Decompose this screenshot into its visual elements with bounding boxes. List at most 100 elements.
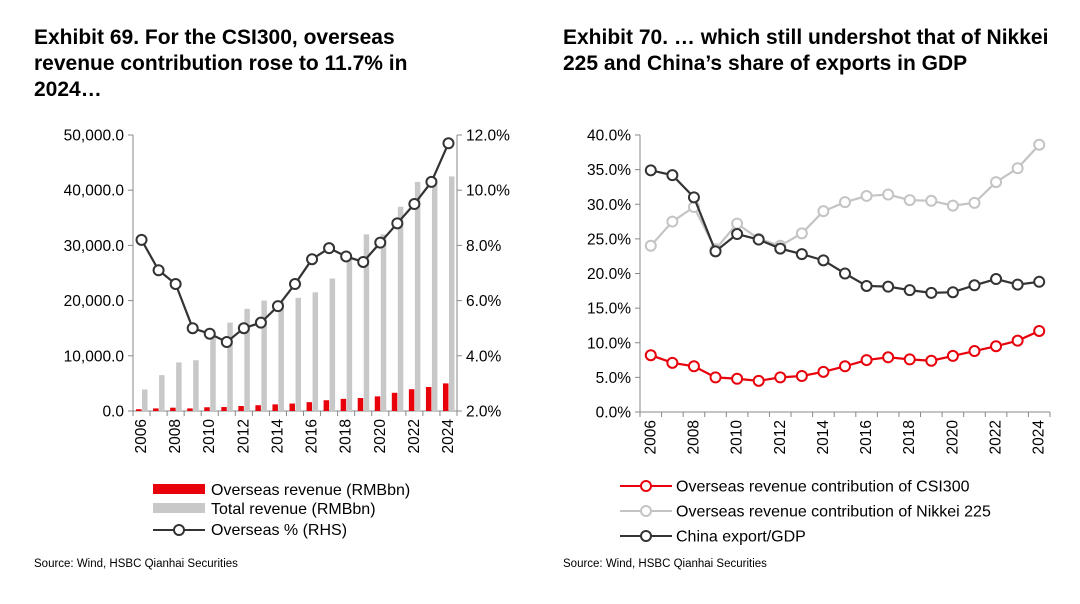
x-tick-label: 2018: [901, 420, 918, 454]
nikkei225-overseas-point: [860, 189, 873, 202]
y-tick-label: 40.0%: [587, 128, 631, 145]
x-tick-label: 2006: [133, 419, 150, 453]
china-export-gdp-point: [860, 279, 873, 292]
overseas-pct-point: [374, 236, 387, 249]
csi300-overseas-point: [774, 371, 787, 384]
nikkei225-overseas-point: [731, 217, 744, 230]
nikkei225-overseas-point: [644, 239, 657, 252]
x-tick-label: 2012: [772, 420, 789, 454]
y-tick-label: 15.0%: [587, 301, 631, 318]
overseas-pct-point: [237, 322, 250, 335]
right-tick-label: 2.0%: [466, 404, 502, 421]
x-tick-label: 2010: [201, 419, 218, 454]
csi300-overseas-point: [731, 372, 744, 385]
total-revenue-bar: [278, 301, 284, 411]
csi300-overseas-point: [687, 360, 700, 373]
legend-swatch-overseas-revenue: [153, 484, 205, 494]
left-tick-label: 0.0: [102, 404, 124, 421]
overseas-revenue-bar: [170, 407, 176, 411]
nikkei225-overseas-point: [903, 194, 916, 207]
x-tick-label: 2018: [338, 419, 355, 453]
overseas-pct-point: [306, 253, 319, 266]
china-export-gdp-point: [774, 242, 787, 255]
csi300-overseas-point: [1011, 334, 1024, 347]
overseas-pct-point: [152, 264, 165, 277]
right-tick-label: 4.0%: [466, 348, 502, 365]
x-tick-label: 2024: [440, 419, 457, 454]
overseas-pct-point: [186, 322, 199, 335]
nikkei225-overseas-point: [968, 196, 981, 209]
csi300-overseas-point: [903, 353, 916, 366]
china-export-gdp-point: [817, 254, 830, 267]
csi300-overseas-point: [709, 371, 722, 384]
nikkei225-overseas-point: [946, 199, 959, 212]
overseas-revenue-bar: [289, 403, 295, 411]
legend-swatch-overseas-pct-marker: [173, 524, 185, 536]
exhibit70-source: Source: Wind, HSBC Qianhai Securities: [563, 558, 767, 570]
left-tick-label: 30,000.0: [64, 238, 125, 255]
nikkei225-overseas-point: [795, 227, 808, 240]
overseas-revenue-bar: [136, 409, 142, 411]
china-export-gdp-point: [752, 233, 765, 246]
exhibit69-chart: 0.0 10,000.0 20,000.0 30,000.0 40,000.0 50,00…: [64, 128, 511, 540]
csi300-overseas-point: [666, 356, 679, 369]
total-revenue-bar: [448, 176, 455, 411]
x-tick-label: 2022: [988, 420, 1005, 454]
china-export-gdp-point: [687, 191, 700, 204]
china-export-gdp-point: [882, 280, 895, 293]
right-tick-label: 8.0%: [466, 238, 502, 255]
overseas-revenue-bar: [425, 386, 432, 411]
china-export-gdp-point: [731, 228, 744, 241]
csi300-overseas-point: [839, 360, 851, 373]
csi300-overseas-point: [925, 354, 938, 367]
left-tick-label: 40,000.0: [64, 183, 125, 200]
y-tick-label: 0.0%: [596, 405, 632, 422]
total-revenue-bar: [295, 297, 301, 411]
overseas-revenue-bar: [153, 408, 159, 411]
total-revenue-bar: [193, 360, 199, 411]
overseas-revenue-bar: [221, 407, 227, 411]
left-tick-label: 10,000.0: [64, 348, 125, 365]
csi300-overseas-point: [644, 349, 657, 362]
x-tick-label: 2016: [858, 420, 875, 454]
overseas-revenue-bar: [306, 402, 313, 411]
overseas-pct-point: [169, 278, 182, 291]
x-tick-label: 2006: [642, 420, 659, 454]
y-tick-label: 20.0%: [587, 266, 631, 283]
x-tick-label: 2020: [372, 419, 389, 454]
x-tick-label: 2008: [167, 419, 184, 453]
y-tick-label: 5.0%: [596, 370, 632, 387]
x-tick-label: 2016: [304, 419, 321, 453]
exhibit69-title: Exhibit 69. For the CSI300, overseas rev…: [34, 26, 408, 101]
csi300-overseas-point: [860, 354, 873, 367]
china-export-gdp-point: [903, 284, 916, 297]
total-revenue-bar: [363, 234, 370, 411]
overseas-revenue-bar: [204, 407, 210, 411]
overseas-pct-point: [135, 233, 148, 246]
exhibit69-source: Source: Wind, HSBC Qianhai Securities: [34, 558, 238, 570]
y-tick-label: 10.0%: [587, 335, 631, 352]
nikkei225-overseas-point: [925, 194, 938, 207]
exhibit70-title: Exhibit 70. … which still undershot that…: [563, 26, 1049, 75]
csi300-overseas-point: [946, 349, 959, 362]
left-tick-label: 20,000.0: [64, 293, 125, 310]
total-revenue-bar: [159, 375, 165, 411]
nikkei225-overseas-point: [839, 196, 851, 209]
nikkei225-overseas-point: [990, 176, 1003, 189]
china-export-gdp-point: [1011, 278, 1024, 291]
nikkei225-overseas-point: [1033, 138, 1046, 151]
overseas-pct-point: [323, 242, 336, 255]
csi300-overseas-point: [1033, 324, 1046, 337]
overseas-revenue-bar: [340, 398, 347, 411]
overseas-revenue-bar: [374, 396, 381, 411]
china-export-gdp-point: [644, 164, 657, 177]
x-tick-label: 2014: [269, 419, 286, 454]
overseas-pct-point: [357, 255, 370, 268]
overseas-pct-point: [408, 198, 421, 210]
x-tick-label: 2012: [235, 419, 252, 453]
overseas-pct-point: [391, 217, 404, 230]
legend-label-overseas-pct: Overseas % (RHS): [211, 522, 347, 539]
total-revenue-bar: [261, 300, 267, 411]
legend-swatch-nikkei225-overseas-marker: [640, 505, 652, 517]
